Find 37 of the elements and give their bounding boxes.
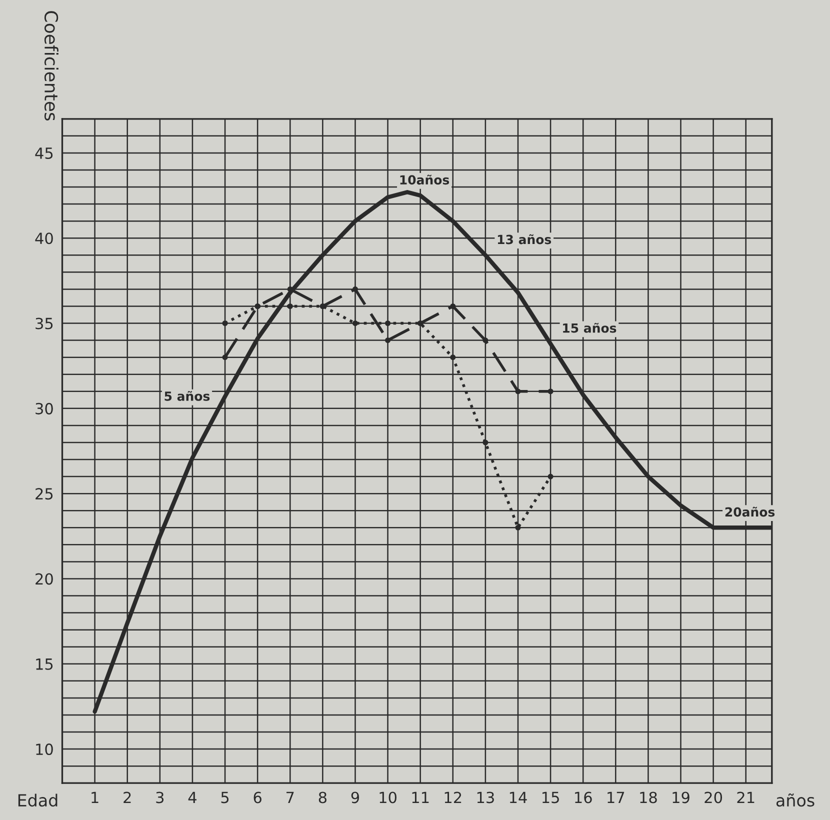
x-tick-label: 19 [672,792,690,804]
y-tick-label: 30 [36,402,53,414]
annotation: 5 años [164,390,210,401]
annotation: 13 años [498,234,552,244]
x-tick-label: 6 [254,792,262,804]
y-tick-label: 25 [36,488,53,500]
x-tick-label: 5 [221,792,229,804]
annotation: 10años [400,174,450,185]
y-tick-label: 35 [36,318,53,330]
x-axis-title: Edad [18,794,58,807]
y-axis-title: Coeficientes [44,11,58,120]
y-tick-label: 15 [36,658,53,670]
x-tick-label: 20 [704,792,722,804]
x-tick-label: 3 [156,792,164,804]
x-tick-label: 4 [188,792,196,804]
x-tick-label: 12 [444,792,462,804]
x-tick-label: 11 [412,792,429,804]
x-tick-label: 17 [608,792,624,804]
x-tick-label: 21 [737,792,754,804]
annotation: 20años [725,506,775,517]
x-tick-label: 15 [542,792,559,804]
y-tick-label: 20 [36,573,53,585]
x-tick-label: 16 [575,792,592,804]
text: años [776,793,814,807]
y-tick-label: 40 [35,232,53,244]
annotation: 15 años [563,322,616,333]
x-tick-label: 8 [318,792,326,804]
y-tick-label: 10 [36,744,53,756]
y-tick-label: 45 [35,148,53,159]
x-tick-label: 2 [124,792,131,804]
x-tick-label: 9 [351,792,360,804]
x-tick-label: 13 [477,792,494,804]
x-tick-label: 10 [380,792,396,804]
x-tick-label: 18 [640,792,657,804]
x-tick-label: 14 [510,792,527,804]
x-tick-label: 1 [92,792,98,804]
x-tick-label: 7 [286,792,294,804]
